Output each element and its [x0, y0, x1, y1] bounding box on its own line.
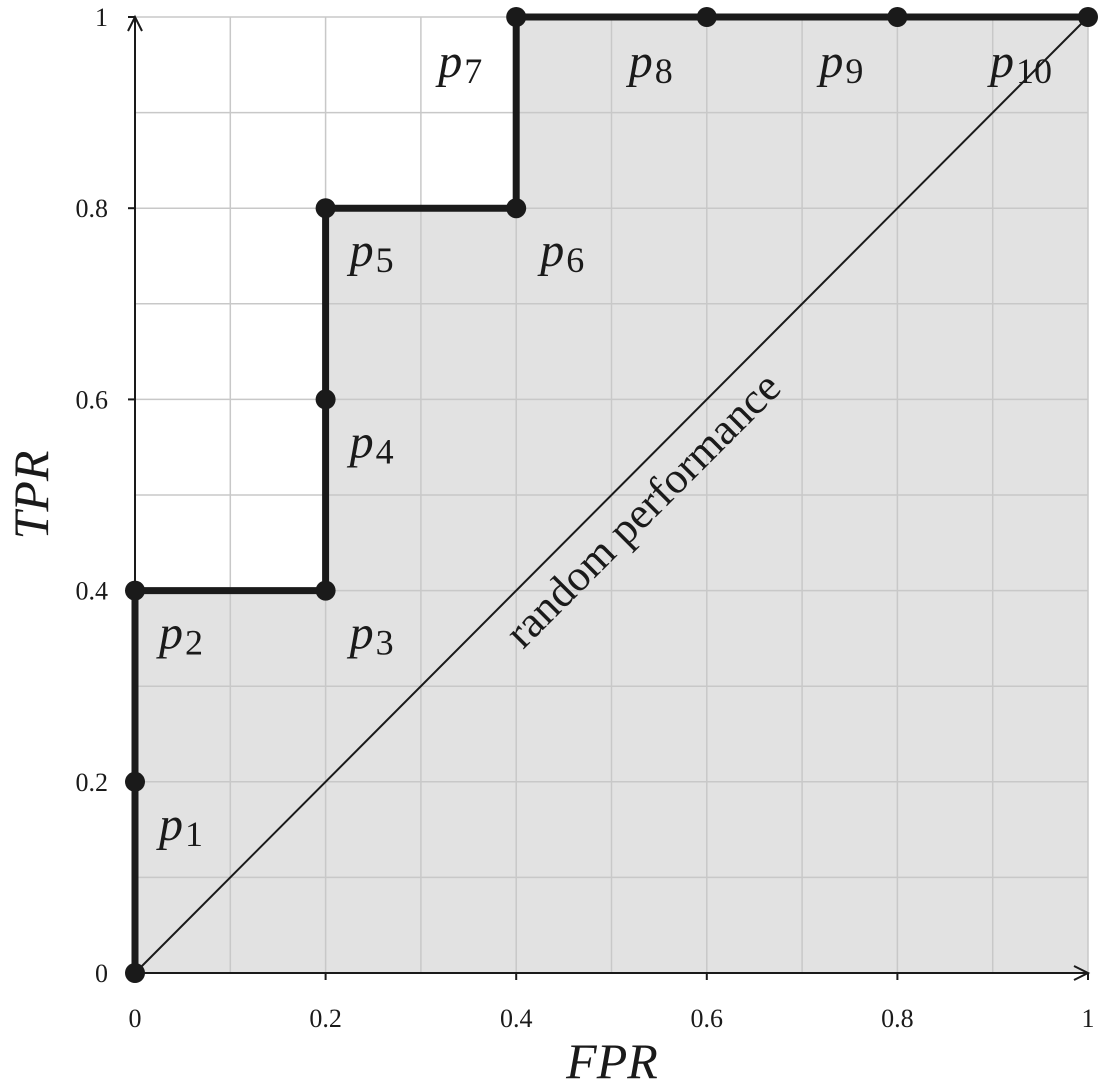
roc-point	[1078, 7, 1098, 27]
x-axis-title: FPR	[565, 1033, 658, 1089]
roc-point	[506, 7, 527, 27]
roc-point	[125, 771, 145, 792]
point-label: p2	[156, 607, 203, 663]
random-performance-line	[134, 16, 1089, 974]
grid-lines	[135, 16, 1089, 973]
point-label: p7	[435, 35, 482, 91]
point-label: p8	[626, 35, 673, 91]
x-tick-label: 0	[129, 1004, 142, 1033]
roc-point	[315, 580, 336, 601]
roc-point	[125, 963, 145, 983]
y-tick-label: 0.2	[76, 768, 109, 797]
y-axis-title: TPR	[3, 451, 59, 540]
y-tick-label: 1	[95, 3, 108, 32]
y-tick-label: 0.6	[76, 385, 109, 414]
point-label: p1	[156, 798, 203, 854]
roc-point	[887, 7, 908, 27]
roc-point	[696, 7, 717, 27]
y-tick-label: 0.4	[76, 577, 109, 606]
roc-point	[315, 389, 336, 410]
x-tick-label: 0.8	[881, 1004, 914, 1033]
diagonal-line	[134, 16, 1089, 974]
roc-point	[125, 580, 145, 601]
point-label: p10	[987, 35, 1052, 91]
point-label: p4	[347, 415, 394, 471]
point-label: p3	[347, 607, 394, 663]
point-label: p6	[537, 224, 584, 280]
roc-points	[125, 7, 1098, 983]
roc-point	[506, 198, 527, 219]
point-labels: p1 p2 p3 p4 p5 p6 p7 p8 p9 p10	[156, 35, 1052, 854]
tick-labels: 0 0.2 0.4 0.6 0.8 1 0 0.2 0.4 0.6 0.8 1	[76, 3, 1095, 1033]
point-label: p5	[347, 224, 394, 280]
x-tick-label: 0.4	[500, 1004, 533, 1033]
x-tick-label: 0.2	[309, 1004, 342, 1033]
point-label: p9	[816, 35, 863, 91]
y-tick-label: 0	[95, 959, 108, 988]
y-tick-label: 0.8	[76, 194, 109, 223]
roc-point	[315, 198, 336, 219]
x-tick-label: 0.6	[691, 1004, 724, 1033]
x-tick-label: 1	[1082, 1004, 1095, 1033]
